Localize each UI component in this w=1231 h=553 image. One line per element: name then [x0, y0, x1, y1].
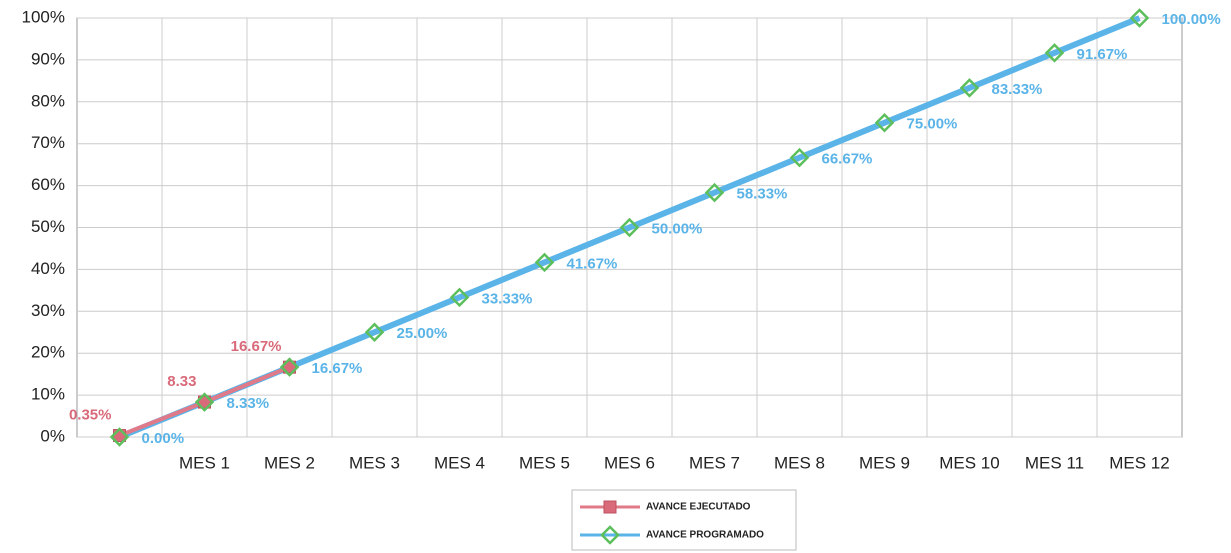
- x-tick-label: MES 10: [939, 453, 999, 472]
- x-tick-label: MES 5: [519, 453, 570, 472]
- data-label: 0.35%: [69, 407, 112, 424]
- y-tick-label: 100%: [22, 7, 65, 26]
- point-marker: [109, 427, 130, 447]
- x-tick-label: MES 9: [859, 453, 910, 472]
- data-label: 66.67%: [822, 151, 873, 168]
- y-tick-label: 20%: [31, 343, 65, 362]
- point-marker: [283, 360, 296, 374]
- point-marker: [534, 252, 555, 273]
- data-label: 83.33%: [992, 81, 1043, 98]
- point-marker: [198, 395, 211, 409]
- legend-marker: [600, 525, 620, 545]
- data-label: 0.00%: [142, 430, 185, 447]
- x-tick-label: MES 3: [349, 453, 400, 472]
- x-tick-label: MES 8: [774, 453, 825, 472]
- legend-box: [571, 489, 797, 551]
- point-marker: [1129, 8, 1150, 28]
- data-label: 91.67%: [1077, 46, 1128, 63]
- data-label: 41.67%: [567, 255, 618, 272]
- point-marker: [874, 112, 895, 133]
- x-tick-label: MES 4: [434, 453, 485, 472]
- point-marker: [704, 182, 725, 203]
- data-label: 100.00%: [1162, 11, 1221, 28]
- point-marker: [364, 322, 385, 343]
- data-label: 75.00%: [907, 116, 958, 133]
- x-tick-label: MES 6: [604, 453, 655, 472]
- legend-label: AVANCE EJECUTADO: [646, 502, 751, 513]
- y-tick-label: 90%: [31, 49, 65, 68]
- y-tick-label: 0%: [40, 426, 65, 445]
- x-tick-label: MES 12: [1109, 453, 1169, 472]
- x-tick-label: MES 7: [689, 453, 740, 472]
- data-label: 8.33: [167, 373, 196, 390]
- y-tick-label: 50%: [31, 217, 65, 236]
- x-tick-label: MES 2: [264, 453, 315, 472]
- y-tick-label: 30%: [31, 301, 65, 320]
- legend-marker: [603, 500, 617, 514]
- y-tick-label: 40%: [31, 259, 65, 278]
- point-marker: [959, 78, 980, 98]
- data-label: 33.33%: [482, 290, 533, 307]
- legend-label: AVANCE PROGRAMADO: [646, 530, 764, 541]
- y-tick-label: 10%: [31, 385, 65, 404]
- data-label: 16.67%: [312, 360, 363, 377]
- x-tick-label: MES 11: [1025, 453, 1084, 472]
- point-marker: [194, 392, 215, 412]
- data-label: 16.67%: [231, 338, 282, 355]
- data-label: 25.00%: [397, 325, 448, 342]
- point-marker: [619, 217, 640, 238]
- point-marker: [789, 147, 810, 168]
- y-tick-label: 70%: [31, 133, 65, 152]
- data-label: 58.33%: [737, 186, 788, 203]
- y-tick-label: 80%: [31, 91, 65, 110]
- point-marker: [279, 357, 300, 377]
- y-tick-label: 60%: [31, 175, 65, 194]
- data-label: 50.00%: [652, 220, 703, 237]
- data-label: 8.33%: [227, 395, 270, 412]
- x-tick-label: MES 1: [179, 453, 230, 472]
- point-marker: [449, 287, 470, 308]
- point-marker: [1044, 43, 1065, 63]
